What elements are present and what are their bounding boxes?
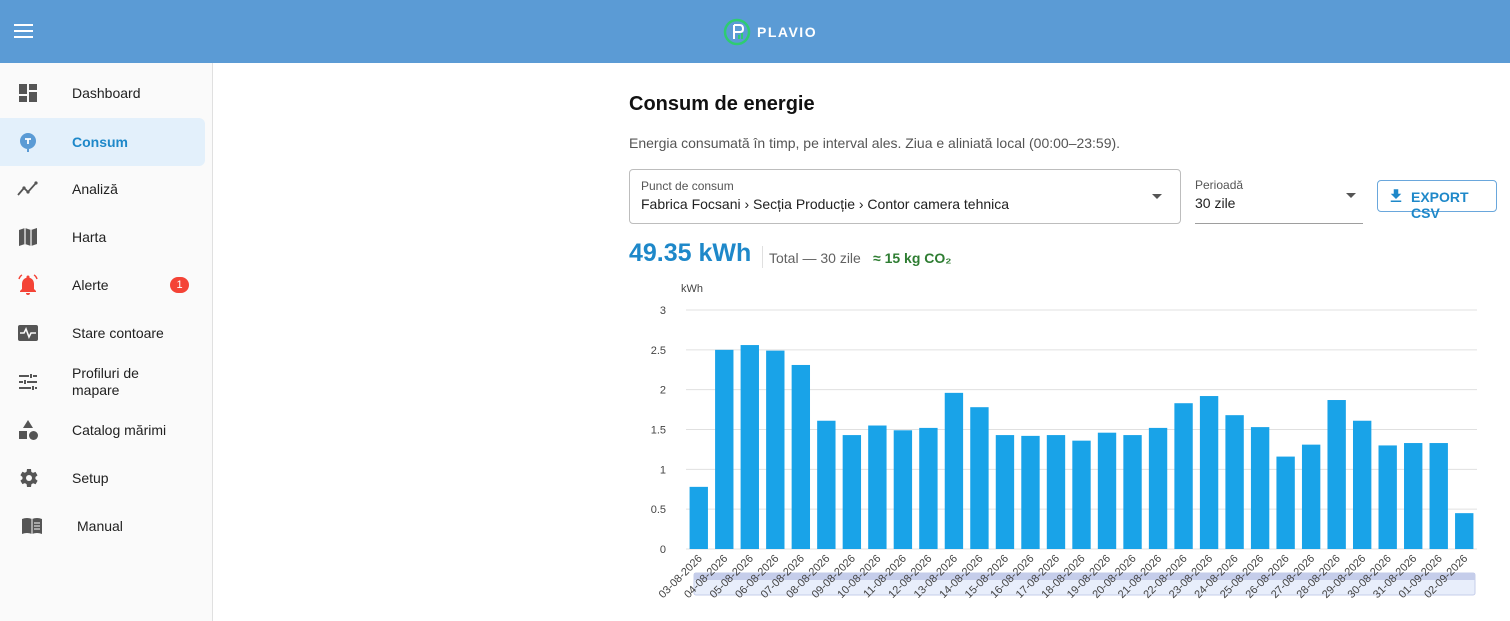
bar [1250, 427, 1270, 549]
y-tick-label: 2.5 [651, 345, 666, 357]
y-axis-label: kWh [681, 283, 703, 295]
sidebar-item-consum[interactable]: Consum [0, 118, 205, 166]
page-subtitle: Energia consumată în timp, pe interval a… [629, 135, 1121, 151]
bar [1021, 435, 1040, 549]
y-tick-label: 3 [660, 305, 666, 317]
bar [766, 350, 785, 549]
export-csv-button[interactable]: EXPORT CSV [1377, 180, 1497, 221]
bar [1327, 400, 1346, 549]
sidebar-item-analiza[interactable]: Analiză [0, 165, 205, 213]
bar [970, 407, 989, 549]
y-tick-label: 1.5 [651, 425, 666, 437]
sidebar: Dashboard Consum Analiză Harta Alerte 1 … [0, 63, 213, 621]
bar [1404, 443, 1423, 549]
co2-estimate: ≈ 15 kg CO₂ [873, 250, 952, 266]
sidebar-item-harta[interactable]: Harta [0, 213, 205, 261]
y-tick-label: 0.5 [651, 504, 666, 516]
bar [1123, 435, 1142, 549]
bar [868, 425, 887, 549]
bar [1301, 444, 1321, 549]
bar [1072, 440, 1091, 549]
bar [919, 427, 938, 549]
analytics-icon [17, 181, 38, 196]
bar [842, 435, 862, 549]
monitor-heart-icon [18, 325, 38, 341]
sidebar-item-stare-contoare[interactable]: Stare contoare [0, 309, 205, 357]
bell-icon [18, 274, 38, 295]
consumption-point-select[interactable]: Punct de consum Fabrica Focsani › Secția… [629, 169, 1181, 224]
divider [762, 246, 763, 268]
total-period-label: Total — 30 zile [769, 250, 861, 266]
period-value: 30 zile [1195, 195, 1236, 211]
bar [1046, 435, 1066, 549]
sidebar-item-label: Profiluri de mapare [72, 365, 139, 398]
alert-count-badge: 1 [170, 277, 189, 293]
bar [893, 430, 913, 549]
period-label: Perioadă [1195, 178, 1244, 192]
sidebar-item-label: Harta [72, 228, 107, 245]
total-consumption-value: 49.35 kWh [629, 239, 752, 267]
download-icon [1390, 189, 1402, 202]
sidebar-item-label: Consum [72, 133, 128, 150]
bar [689, 486, 708, 549]
gear-icon [20, 469, 38, 487]
sidebar-item-label: Analiză [72, 180, 118, 197]
sidebar-item-label: Stare contoare [72, 324, 164, 341]
bar [1097, 432, 1117, 549]
brand-logo[interactable]: PLAVIO [723, 16, 817, 48]
export-csv-label: EXPORT CSV [1411, 189, 1469, 221]
consumption-point-label: Punct de consum [641, 179, 734, 193]
book-icon [22, 518, 42, 534]
bar [1429, 443, 1448, 549]
y-tick-label: 1 [660, 464, 666, 476]
bar [944, 392, 964, 549]
bar [1276, 456, 1295, 549]
sidebar-item-alerte[interactable]: Alerte 1 [0, 261, 205, 309]
brand-name: PLAVIO [757, 24, 818, 40]
plavio-logo-icon [723, 18, 751, 46]
bar [1199, 396, 1219, 549]
sidebar-item-label: Manual [77, 517, 123, 534]
map-icon [19, 228, 37, 246]
sidebar-item-catalog[interactable]: Catalog mărimi [0, 406, 205, 454]
sidebar-item-label: Catalog mărimi [72, 421, 167, 438]
shapes-icon [19, 420, 38, 440]
dashboard-icon [19, 84, 37, 102]
bar [1378, 445, 1397, 549]
bar [791, 364, 811, 549]
y-tick-label: 2 [660, 385, 666, 397]
sidebar-item-setup[interactable]: Setup [0, 454, 205, 502]
consumption-bar-chart: kWh00.511.522.5303-08-202604-08-202605-0… [651, 283, 1477, 601]
app-bar: PLAVIO [0, 0, 1510, 63]
chevron-down-icon [1152, 194, 1162, 199]
sidebar-item-dashboard[interactable]: Dashboard [0, 69, 205, 117]
sidebar-item-manual[interactable]: Manual [0, 502, 205, 550]
sidebar-item-label: Dashboard [72, 84, 141, 101]
tune-icon [19, 374, 37, 390]
bar [817, 420, 836, 549]
sidebar-item-profiluri[interactable]: Profiluri de mapare [0, 358, 205, 406]
bar [715, 349, 734, 549]
page-title: Consum de energie [629, 93, 815, 115]
sidebar-item-label: Alerte [72, 276, 109, 293]
period-select[interactable]: Perioadă 30 zile [1195, 169, 1363, 224]
bar [1455, 513, 1474, 549]
menu-icon[interactable] [6, 13, 42, 49]
sidebar-item-label: Setup [72, 469, 109, 486]
chevron-down-icon [1346, 193, 1356, 198]
zoom-slider-handle [694, 573, 1475, 580]
bar [1352, 420, 1372, 549]
meter-icon [20, 133, 36, 152]
y-tick-label: 0 [660, 544, 666, 556]
bar [995, 435, 1015, 549]
bar [1148, 427, 1168, 549]
bar [740, 345, 759, 549]
bar [1174, 403, 1193, 549]
consumption-point-value: Fabrica Focsani › Secția Producție › Con… [641, 196, 1010, 212]
bar [1225, 415, 1244, 549]
